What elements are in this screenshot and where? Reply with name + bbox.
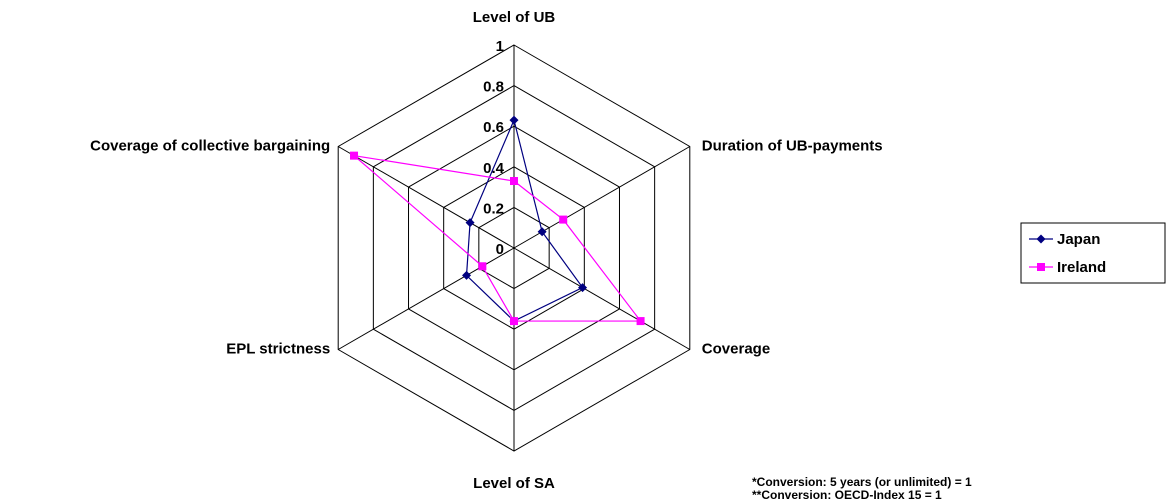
spoke (337, 146, 515, 249)
spoke (337, 247, 515, 350)
series (462, 115, 588, 326)
point (578, 283, 588, 293)
point (465, 218, 475, 228)
tick-label: 0 (496, 241, 504, 258)
tick-label: 0.8 (483, 79, 504, 96)
tick-label: 0.2 (483, 200, 504, 217)
point (510, 177, 518, 186)
legend-box (1020, 222, 1166, 284)
tick-label: 0.6 (483, 119, 504, 136)
point (478, 262, 487, 271)
axis-label: Coverage of collective bargaining (90, 137, 330, 154)
point (350, 151, 359, 160)
axis-label: Duration of UB-payments (702, 137, 883, 154)
point (510, 317, 518, 326)
note: *Conversion: 5 years (or unlimited) = 1 (752, 475, 972, 489)
point (509, 115, 519, 125)
legend-marker (1037, 263, 1045, 271)
legend-label: Ireland (1057, 259, 1106, 276)
axis-label: Level of SA (473, 475, 555, 492)
spoke (513, 247, 691, 350)
axis-label: Coverage (702, 340, 770, 357)
point (537, 227, 547, 237)
point (462, 270, 472, 280)
tick-label: 1 (496, 38, 504, 55)
axis-label: Level of UB (473, 9, 556, 26)
axis-label: EPL strictness (226, 340, 330, 357)
legend-marker (1036, 234, 1046, 244)
series (350, 151, 645, 326)
legend-label: Japan (1057, 231, 1100, 248)
point (559, 215, 568, 224)
point (636, 317, 645, 326)
note: **Conversion: OECD-Index 15 = 1 (752, 488, 942, 502)
